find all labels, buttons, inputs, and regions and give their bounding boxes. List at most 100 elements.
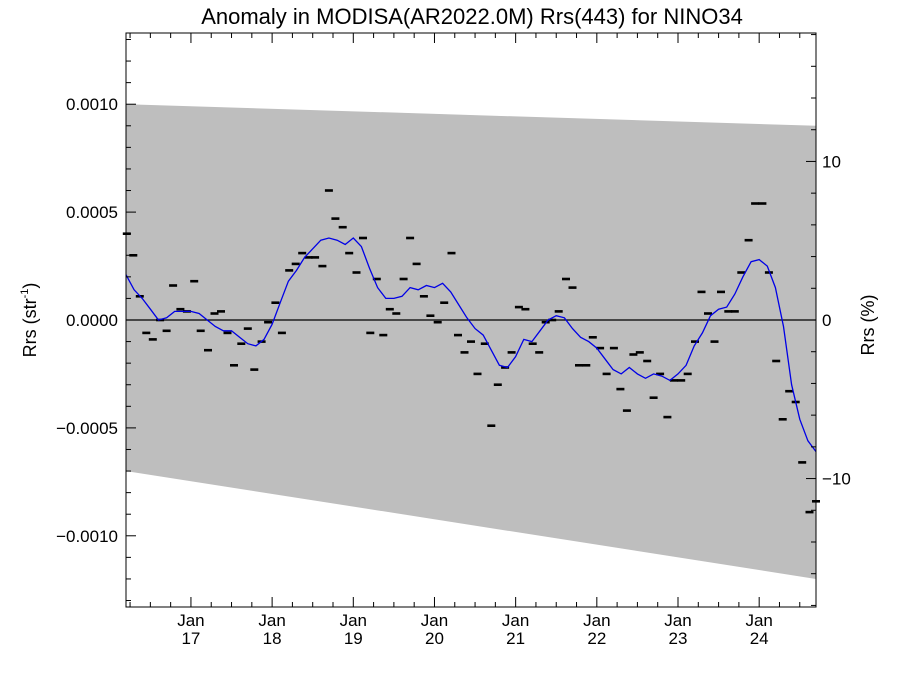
x-tick-year-label: 19 [344, 629, 363, 648]
x-tick-month-label: Jan [502, 611, 529, 630]
monthly-anomaly-point [677, 379, 686, 382]
monthly-anomaly-point [162, 329, 171, 333]
axes-layer: 0.0010 0.0005 0.0000 −0.0005 −0.0010 10 0 −10 Ja… [56, 32, 851, 648]
monthly-anomaly-point [568, 286, 577, 289]
monthly-anomaly-point [379, 333, 388, 337]
monthly-anomaly-point [697, 290, 706, 294]
monthly-anomaly-point [758, 202, 767, 205]
monthly-anomaly-point [704, 312, 712, 315]
monthly-anomaly-point [683, 372, 692, 376]
monthly-anomaly-point [609, 346, 618, 350]
monthly-anomaly-point [129, 254, 138, 257]
x-tick-year-label: 23 [669, 629, 688, 648]
x-tick-year-label: 22 [587, 629, 606, 648]
monthly-anomaly-point [142, 331, 151, 335]
monthly-anomaly-point [480, 342, 489, 345]
monthly-anomaly-point [291, 262, 300, 266]
monthly-anomaly-point [366, 331, 375, 335]
monthly-anomaly-point [352, 271, 361, 274]
x-tick-year-label: 21 [506, 629, 525, 648]
x-tick-month-label: Jan [177, 611, 204, 630]
monthly-anomaly-point [467, 340, 475, 343]
monthly-anomaly-point [331, 217, 340, 220]
monthly-anomaly-point [345, 251, 354, 255]
monthly-anomaly-point [298, 251, 307, 255]
monthly-anomaly-point [751, 202, 760, 205]
monthly-anomaly-point [230, 364, 238, 367]
monthly-anomaly-point [596, 346, 605, 350]
chart-title: Anomaly in MODISA(AR2022.0M) Rrs(443) fo… [201, 4, 743, 29]
monthly-anomaly-point [635, 351, 644, 354]
monthly-anomaly-point [514, 305, 523, 309]
monthly-anomaly-point [399, 277, 408, 281]
monthly-anomaly-point [392, 312, 401, 315]
monthly-anomaly-point [406, 236, 415, 240]
y-axis-label-close: ) [20, 283, 40, 289]
monthly-anomaly-point [385, 307, 394, 311]
monthly-anomaly-point [304, 256, 313, 259]
monthly-anomaly-point [277, 331, 286, 335]
monthly-anomaly-point [772, 359, 781, 363]
y-axis-label-main: Rrs (str [20, 298, 40, 357]
monthly-anomaly-point [190, 279, 199, 283]
monthly-anomaly-point [798, 461, 807, 464]
x-tick-year-label: 20 [425, 629, 444, 648]
monthly-anomaly-point [210, 312, 219, 315]
monthly-anomaly-point [487, 424, 496, 427]
x-tick-month-label: Jan [745, 611, 772, 630]
monthly-anomaly-point [271, 301, 280, 304]
series-layer [122, 189, 820, 514]
monthly-anomaly-point [764, 271, 773, 274]
monthly-anomaly-point [629, 353, 638, 356]
monthly-anomaly-point [473, 372, 482, 376]
monthly-anomaly-point [562, 277, 570, 281]
monthly-anomaly-point [548, 318, 557, 322]
x-tick-month-label: Jan [340, 611, 367, 630]
monthly-anomaly-point [460, 351, 469, 354]
monthly-anomaly-point [243, 327, 252, 330]
x-tick-year-label: 17 [181, 629, 200, 648]
y-axis-label: Rrs (str-1) [19, 283, 40, 358]
monthly-anomaly-point [311, 256, 320, 259]
monthly-anomaly-point [324, 189, 333, 192]
y2-tick-label: 10 [822, 152, 841, 171]
monthly-anomaly-point [204, 348, 212, 352]
monthly-anomaly-point [588, 336, 597, 339]
x-tick-month-label: Jan [421, 611, 448, 630]
x-tick-month-label: Jan [258, 611, 285, 630]
monthly-anomaly-point [285, 269, 294, 272]
monthly-anomaly-point [217, 310, 225, 313]
y-tick-label: −0.0010 [56, 527, 118, 546]
y-tick-label: −0.0005 [56, 419, 118, 438]
monthly-anomaly-point [730, 310, 739, 313]
monthly-anomaly-point [196, 329, 205, 333]
monthly-anomaly-point [412, 262, 421, 266]
monthly-anomaly-point [669, 379, 678, 382]
monthly-anomaly-point [724, 310, 733, 313]
x-tick-year-label: 18 [263, 629, 282, 648]
monthly-anomaly-point [237, 342, 246, 345]
monthly-anomaly-point [148, 338, 157, 341]
monthly-anomaly-point [616, 387, 625, 391]
monthly-anomaly-point [622, 409, 631, 412]
y-tick-label: 0.0010 [66, 95, 118, 114]
monthly-anomaly-point [575, 364, 583, 367]
y-axis-label-superscript: -1 [19, 289, 31, 299]
monthly-anomaly-point [419, 295, 428, 298]
y2-axis-label: Rrs (%) [858, 295, 878, 356]
x-tick-month-label: Jan [664, 611, 691, 630]
monthly-anomaly-point [656, 372, 665, 376]
monthly-anomaly-point [318, 264, 327, 268]
monthly-anomaly-point [521, 307, 530, 311]
monthly-anomaly-point [338, 225, 347, 229]
monthly-anomaly-point [778, 418, 787, 421]
monthly-anomaly-point [447, 251, 456, 255]
monthly-anomaly-point [176, 307, 185, 311]
monthly-anomaly-point [649, 396, 658, 399]
x-tick-year-label: 24 [750, 629, 769, 648]
y-tick-label: 0.0005 [66, 203, 118, 222]
monthly-anomaly-point [223, 331, 232, 335]
monthly-anomaly-point [372, 277, 381, 281]
monthly-anomaly-point [440, 301, 449, 304]
monthly-anomaly-point [602, 372, 611, 376]
